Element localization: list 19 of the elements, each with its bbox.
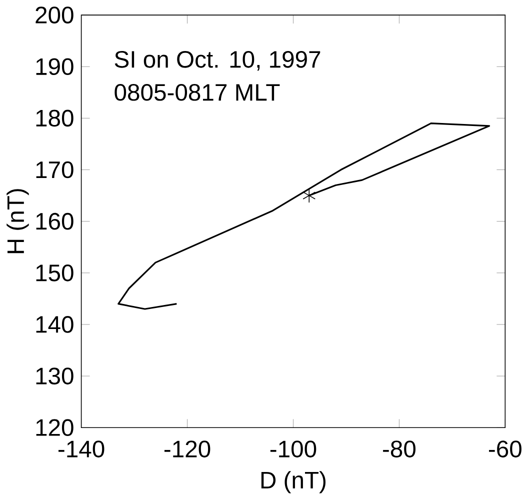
x-tick-label: -60 — [488, 440, 522, 458]
y-tick-label: 140 — [36, 316, 74, 333]
y-tick-label: 130 — [36, 368, 74, 384]
y-tick-label: 200 — [36, 6, 74, 24]
x-tick-label: -120 — [164, 440, 210, 458]
x-tick-label: -140 — [58, 440, 104, 458]
y-tick-label: 190 — [36, 58, 74, 76]
y-tick-label: 150 — [36, 264, 74, 282]
y-tick-label: 180 — [36, 110, 74, 127]
annotation: 0805-0817 MLT — [114, 84, 280, 101]
x-axis-title: D (nT) — [261, 471, 326, 494]
y-tick-label: 170 — [36, 161, 74, 178]
y-tick-label: 120 — [36, 419, 74, 436]
x-tick-label: -80 — [383, 440, 416, 458]
annotation: SI on Oct. 10, 1997 — [114, 50, 320, 71]
y-axis-title: H (nT) — [6, 189, 29, 254]
x-tick-label: -100 — [270, 440, 316, 458]
line-series — [118, 122, 490, 310]
y-tick-label: 160 — [36, 212, 74, 230]
